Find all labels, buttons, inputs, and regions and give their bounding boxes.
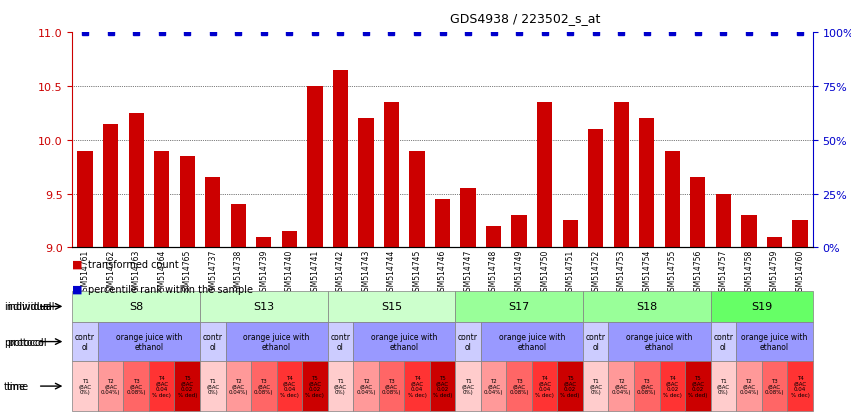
Bar <box>180 157 195 248</box>
Text: orange juice with
ethanol: orange juice with ethanol <box>626 332 693 351</box>
Bar <box>639 119 654 248</box>
Bar <box>409 151 425 248</box>
Bar <box>665 151 680 248</box>
Text: orange juice with
ethanol: orange juice with ethanol <box>371 332 437 351</box>
Text: T3
(BAC
0.08%): T3 (BAC 0.08%) <box>637 378 656 394</box>
Text: protocol: protocol <box>7 337 47 347</box>
Bar <box>256 237 271 248</box>
Text: T3
(BAC
0.08%): T3 (BAC 0.08%) <box>765 378 784 394</box>
Text: T5
(BAC
0.02
% dec): T5 (BAC 0.02 % dec) <box>306 375 324 397</box>
Text: contr
ol: contr ol <box>75 332 95 351</box>
Text: time: time <box>4 381 26 391</box>
Bar <box>537 103 552 248</box>
Bar <box>716 194 731 248</box>
Text: T3
(BAC
0.08%): T3 (BAC 0.08%) <box>510 378 528 394</box>
Text: contr
ol: contr ol <box>713 332 734 351</box>
Text: T3
(BAC
0.08%): T3 (BAC 0.08%) <box>127 378 146 394</box>
Text: individual: individual <box>4 301 52 312</box>
Bar <box>486 226 501 248</box>
Bar <box>435 199 450 248</box>
Text: ■: ■ <box>72 284 83 294</box>
Text: T2
(BAC
0.04%): T2 (BAC 0.04%) <box>484 378 503 394</box>
Bar <box>792 221 808 248</box>
Text: T3
(BAC
0.08%): T3 (BAC 0.08%) <box>382 378 401 394</box>
Text: T1
(BAC
0%): T1 (BAC 0%) <box>589 378 603 394</box>
Text: S18: S18 <box>637 301 657 312</box>
Bar <box>588 130 603 248</box>
Text: S19: S19 <box>751 301 772 312</box>
Text: contr
ol: contr ol <box>203 332 223 351</box>
Text: S13: S13 <box>254 301 274 312</box>
Text: orange juice with
ethanol: orange juice with ethanol <box>741 332 808 351</box>
Text: individual: individual <box>7 301 54 312</box>
Text: T5
(BAC
0.02
% ded): T5 (BAC 0.02 % ded) <box>433 375 452 397</box>
Text: T4
(BAC
0.04
% dec): T4 (BAC 0.04 % dec) <box>152 375 171 397</box>
Text: time: time <box>7 381 29 391</box>
Text: S8: S8 <box>129 301 143 312</box>
Text: contr
ol: contr ol <box>585 332 606 351</box>
Text: S17: S17 <box>509 301 529 312</box>
Bar <box>307 87 323 248</box>
Bar <box>690 178 705 248</box>
Text: orange juice with
ethanol: orange juice with ethanol <box>243 332 310 351</box>
Bar <box>333 71 348 248</box>
Text: T5
(BAC
0.02
% ded): T5 (BAC 0.02 % ded) <box>178 375 197 397</box>
Text: T1
(BAC
0%): T1 (BAC 0%) <box>78 378 92 394</box>
Text: S15: S15 <box>381 301 402 312</box>
Text: T2
(BAC
0.04%): T2 (BAC 0.04%) <box>612 378 631 394</box>
Text: T2
(BAC
0.04%): T2 (BAC 0.04%) <box>357 378 375 394</box>
Text: T5
(BAC
0.02
% ded): T5 (BAC 0.02 % ded) <box>688 375 707 397</box>
Bar <box>460 189 476 248</box>
Bar <box>358 119 374 248</box>
Bar <box>511 216 527 248</box>
Bar <box>282 232 297 248</box>
Text: orange juice with
ethanol: orange juice with ethanol <box>116 332 182 351</box>
Bar <box>563 221 578 248</box>
Text: percentile rank within the sample: percentile rank within the sample <box>88 284 253 294</box>
Text: T2
(BAC
0.04%): T2 (BAC 0.04%) <box>101 378 120 394</box>
Text: T3
(BAC
0.08%): T3 (BAC 0.08%) <box>254 378 273 394</box>
Text: T1
(BAC
0%): T1 (BAC 0%) <box>717 378 730 394</box>
Text: T4
(BAC
0.04
% dec): T4 (BAC 0.04 % dec) <box>408 375 426 397</box>
Text: T2
(BAC
0.04%): T2 (BAC 0.04%) <box>229 378 248 394</box>
Bar <box>741 216 757 248</box>
Text: T4
(BAC
0.02
% dec): T4 (BAC 0.02 % dec) <box>663 375 682 397</box>
Text: transformed count: transformed count <box>88 259 179 269</box>
Text: T4
(BAC
0.04
% dec): T4 (BAC 0.04 % dec) <box>791 375 809 397</box>
Bar <box>231 205 246 248</box>
Text: ■: ■ <box>72 259 83 269</box>
Text: T1
(BAC
0%): T1 (BAC 0%) <box>461 378 475 394</box>
Text: T1
(BAC
0%): T1 (BAC 0%) <box>206 378 220 394</box>
Bar <box>129 114 144 248</box>
Bar <box>384 103 399 248</box>
Text: T1
(BAC
0%): T1 (BAC 0%) <box>334 378 347 394</box>
Bar <box>614 103 629 248</box>
Text: GDS4938 / 223502_s_at: GDS4938 / 223502_s_at <box>449 12 600 25</box>
Bar <box>77 151 93 248</box>
Bar <box>205 178 220 248</box>
Text: protocol: protocol <box>4 337 44 347</box>
Bar <box>103 124 118 248</box>
Text: contr
ol: contr ol <box>330 332 351 351</box>
Text: T4
(BAC
0.04
% dec): T4 (BAC 0.04 % dec) <box>535 375 554 397</box>
Text: T2
(BAC
0.04%): T2 (BAC 0.04%) <box>740 378 758 394</box>
Text: orange juice with
ethanol: orange juice with ethanol <box>499 332 565 351</box>
Bar <box>154 151 169 248</box>
Bar <box>767 237 782 248</box>
Text: T4
(BAC
0.04
% dec): T4 (BAC 0.04 % dec) <box>280 375 299 397</box>
Text: contr
ol: contr ol <box>458 332 478 351</box>
Text: T5
(BAC
0.02
% ded): T5 (BAC 0.02 % ded) <box>561 375 580 397</box>
